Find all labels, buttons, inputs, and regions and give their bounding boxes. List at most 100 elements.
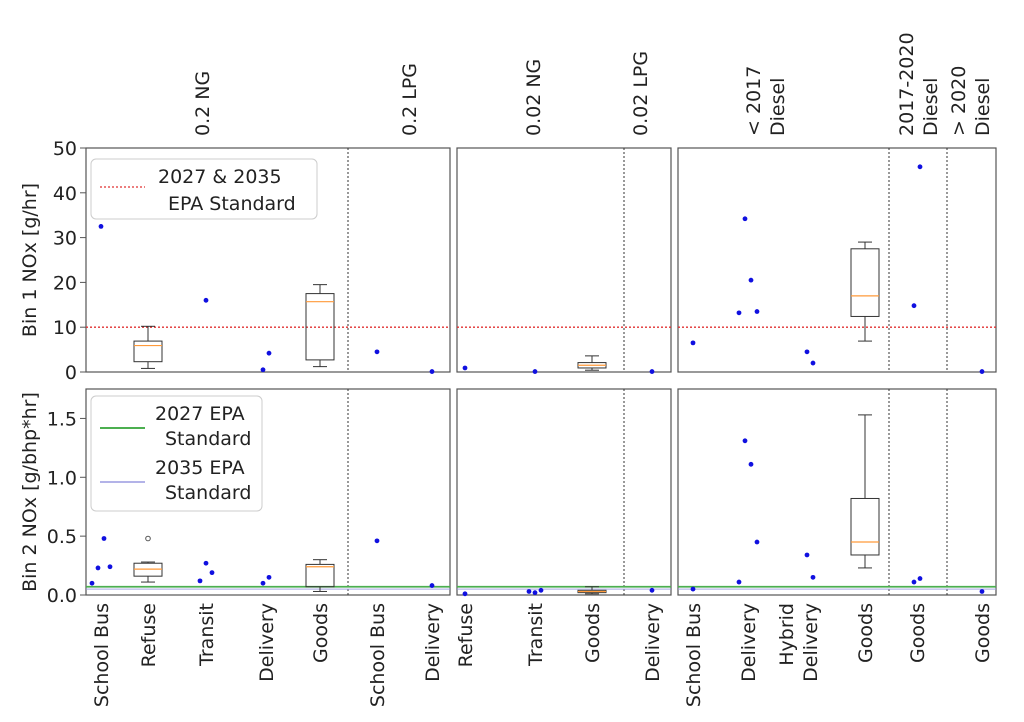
group-label: 0.2 NG [192, 71, 214, 136]
box-body [850, 497, 880, 556]
data-point [95, 565, 101, 571]
box-flier [145, 535, 151, 542]
data-point [266, 350, 272, 356]
x-category-label: Refuse [455, 603, 477, 667]
data-point [260, 367, 266, 373]
data-point [374, 349, 380, 355]
x-category-label: Transit [525, 603, 547, 667]
box-body [850, 248, 880, 317]
data-point [649, 587, 655, 593]
legend-label: 2027 EPA [155, 403, 245, 425]
y-tick-label: 20 [53, 272, 77, 294]
y-tick-label: 10 [53, 317, 77, 339]
data-point [742, 216, 748, 222]
group-label: > 2020 [948, 66, 970, 136]
x-category-label: Transit [196, 603, 218, 667]
group-label: 0.02 LPG [630, 51, 652, 136]
y-tick-label: 1.0 [47, 467, 77, 489]
legend-label: Standard [165, 428, 251, 450]
data-point [690, 586, 696, 592]
data-point [979, 369, 985, 374]
data-point [754, 539, 760, 545]
data-point [532, 590, 538, 596]
y-tick-label: 30 [53, 228, 77, 250]
x-category-label: Goods [582, 603, 604, 663]
data-point [754, 309, 760, 314]
data-point [736, 310, 742, 316]
data-point [98, 224, 104, 229]
panel-frame [456, 147, 672, 373]
data-point [810, 360, 816, 366]
y-tick-label: 0 [65, 362, 77, 384]
panel-frame [85, 388, 451, 596]
panel-frame [85, 147, 451, 373]
group-label: 0.02 NG [523, 59, 545, 136]
data-point [979, 589, 985, 594]
data-point [89, 580, 95, 586]
data-point [917, 576, 923, 581]
box-body [305, 293, 335, 361]
data-point [532, 369, 538, 374]
box-body [305, 563, 335, 588]
x-category-label: Delivery [642, 603, 664, 682]
y-axis-label: Bin 1 NOx [g/hr] [19, 183, 41, 337]
panel-frame [677, 147, 997, 373]
data-point [804, 349, 810, 355]
x-category-label: School Bus [91, 603, 113, 707]
x-category-label: School Bus [367, 603, 389, 707]
x-category-label: Goods [310, 603, 332, 663]
y-tick-label: 50 [53, 138, 77, 160]
group-label: 2017-2020 [896, 32, 918, 136]
data-point [203, 560, 209, 566]
y-tick-label: 0.5 [47, 526, 77, 548]
data-point [203, 297, 209, 303]
data-point [748, 461, 754, 467]
x-category-label: Hybrid [776, 603, 798, 666]
x-category-label: Delivery [422, 603, 444, 682]
data-point [748, 277, 754, 283]
data-point [526, 589, 532, 594]
data-point [429, 583, 435, 588]
data-point [374, 538, 380, 544]
data-point [107, 564, 113, 570]
y-axis-label: Bin 2 NOx [g/bhp*hr] [19, 392, 41, 592]
group-label: Diesel [972, 78, 994, 136]
x-category-label: Delivery [800, 603, 822, 682]
y-tick-label: 0.0 [47, 585, 77, 607]
data-point [736, 579, 742, 585]
x-category-label: Delivery [256, 603, 278, 682]
data-point [810, 574, 816, 580]
data-point [209, 570, 215, 576]
y-tick-label: 40 [53, 183, 77, 205]
x-category-label: Goods [972, 603, 994, 663]
data-point [649, 369, 655, 374]
box-body [133, 340, 163, 363]
x-category-label: School Bus [683, 603, 705, 707]
y-tick-label: 1.5 [47, 408, 77, 430]
legend-label: 2035 EPA [155, 457, 245, 479]
legend-label: 2027 & 2035 [158, 166, 282, 188]
group-label: Diesel [767, 78, 789, 136]
group-label: Diesel [920, 78, 942, 136]
group-label: 0.2 LPG [399, 63, 421, 136]
data-point [911, 303, 917, 309]
data-point [804, 552, 810, 558]
data-point [690, 340, 696, 346]
data-point [101, 536, 107, 541]
x-category-label: Delivery [738, 603, 760, 682]
data-point [917, 164, 923, 170]
data-point [462, 591, 468, 597]
data-point [538, 587, 544, 593]
data-point [266, 574, 272, 580]
panel-frame [677, 388, 997, 596]
x-category-label: Refuse [138, 603, 160, 667]
legend-label: EPA Standard [168, 193, 296, 215]
x-category-label: Goods [855, 603, 877, 663]
data-point [429, 369, 435, 374]
data-point [197, 578, 203, 584]
panel-frame [456, 388, 672, 596]
data-point [462, 365, 468, 371]
data-point [911, 579, 917, 585]
data-point [742, 438, 748, 444]
